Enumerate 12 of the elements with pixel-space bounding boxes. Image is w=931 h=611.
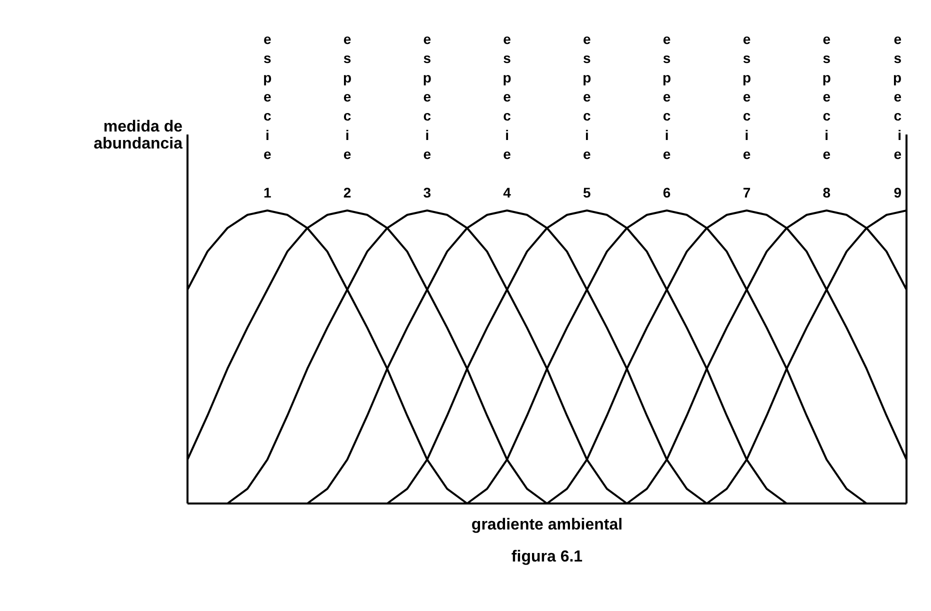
text: especie 8 [822,30,831,200]
text: especie 6 [662,30,672,200]
text: especie 5 [582,30,592,200]
text: especie 3 [422,30,432,200]
text: especie 1 [263,30,272,200]
text: especie 9 [892,30,902,200]
text: especie 7 [742,30,752,200]
text: figura 6.1 [511,548,583,566]
text: especie 4 [502,30,512,200]
text: especie 2 [343,30,352,200]
x-axis-title: gradiente ambiental [471,516,623,534]
y-axis-title: medida de abundancia [94,118,183,152]
